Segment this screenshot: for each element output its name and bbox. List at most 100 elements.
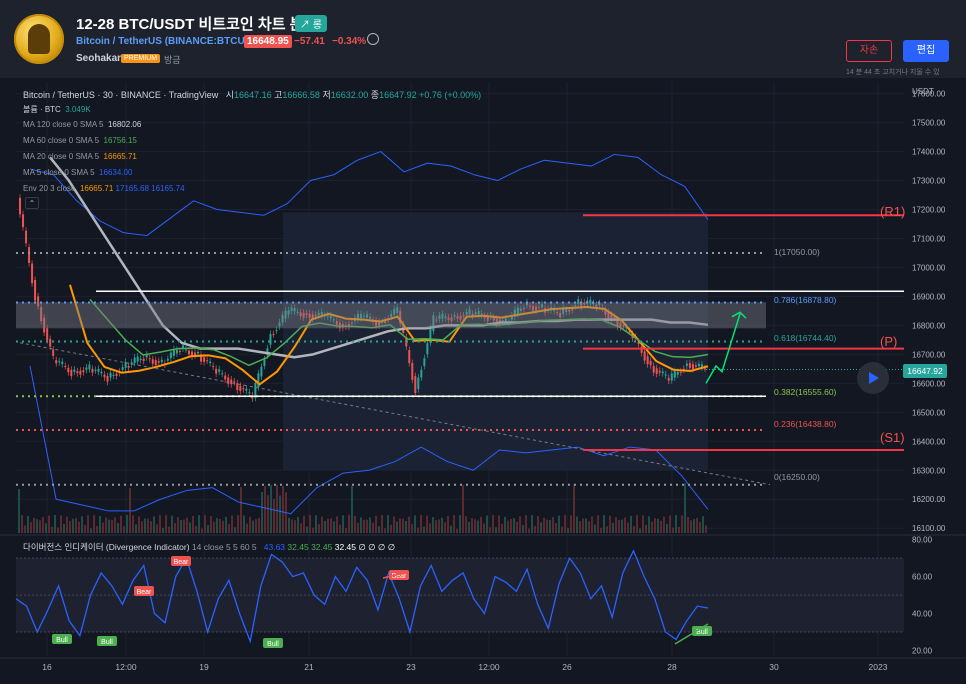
osc-tick-label: 60.00 <box>912 573 933 582</box>
candle-body <box>356 313 359 320</box>
candle-body <box>667 378 670 381</box>
candle-body <box>426 343 429 355</box>
volume-bar <box>324 520 326 533</box>
candle-body <box>251 395 254 399</box>
candle-body <box>314 314 317 317</box>
candle-body <box>124 361 127 368</box>
volume-bar <box>243 515 245 533</box>
candle-body <box>411 363 414 380</box>
volume-bar <box>105 517 107 533</box>
volume-bar <box>315 515 317 533</box>
candle-body <box>480 313 483 316</box>
volume-bar <box>543 517 545 533</box>
volume-bar <box>309 515 311 533</box>
candle-body <box>613 317 616 319</box>
candle-body <box>444 316 447 319</box>
volume-bar <box>291 519 293 533</box>
candle-body <box>293 307 296 312</box>
volume-bar <box>567 527 569 533</box>
candle-body <box>76 371 79 374</box>
volume-bar <box>525 515 527 533</box>
volume-bar <box>564 515 566 533</box>
idea-header: 12-28 BTC/USDT 비트코인 차트 분석 ↗ 롱 Bitcoin / … <box>0 0 966 78</box>
candle-body <box>574 305 577 307</box>
candle-body <box>538 307 541 309</box>
candle-body <box>661 371 664 374</box>
volume-bar <box>684 483 686 533</box>
candle-body <box>91 368 94 373</box>
collapse-legend-button[interactable]: ⌃ <box>25 197 39 209</box>
candle-body <box>233 381 236 383</box>
volume-bar <box>390 524 392 533</box>
alarm-clock-icon[interactable] <box>367 33 379 45</box>
volume-bar <box>177 517 179 533</box>
osc-tick-label: 20.00 <box>912 646 933 655</box>
candle-body <box>287 310 290 315</box>
bear-marker-box <box>134 586 154 596</box>
volume-bar <box>57 527 59 533</box>
volume-bar <box>333 521 335 533</box>
candle-body <box>257 373 260 388</box>
volume-bar <box>69 520 71 533</box>
volume-bar <box>276 485 278 533</box>
candle-body <box>359 313 362 319</box>
candle-body <box>127 365 130 368</box>
boost-button[interactable]: 자손 <box>846 40 892 62</box>
candle-body <box>646 356 649 365</box>
symbol-legend: Bitcoin / TetherUS · 30 · BINANCE · Trad… <box>23 90 219 100</box>
candle-body <box>335 321 338 325</box>
candle-body <box>169 352 172 359</box>
volume-bar <box>330 518 332 533</box>
volume-bar <box>225 516 227 533</box>
volume-bar <box>120 515 122 533</box>
candle-body <box>363 315 365 317</box>
volume-bar <box>648 516 650 533</box>
volume-bar <box>645 524 647 533</box>
volume-bar <box>585 518 587 533</box>
volume-bar <box>681 515 683 533</box>
edit-button[interactable]: 편집 <box>903 40 949 62</box>
volume-bar <box>456 528 458 533</box>
bull-marker: Bull <box>52 634 72 644</box>
candle-body <box>115 373 118 376</box>
volume-bar <box>147 518 149 533</box>
candle-body <box>320 311 323 316</box>
volume-bar <box>669 515 671 533</box>
price-tick-label: 17500.00 <box>912 119 946 128</box>
fib-label-0: 0(16250.00) <box>774 472 820 482</box>
candle-body <box>577 299 580 305</box>
change-value: +0.76 (+0.00%) <box>419 90 482 100</box>
candle-body <box>34 279 37 301</box>
volume-bar <box>549 520 551 533</box>
candle-body <box>420 369 423 378</box>
volume-bar <box>240 487 242 533</box>
volume-bar <box>111 519 113 533</box>
volume-bar <box>360 517 362 533</box>
candle-body <box>447 317 450 321</box>
candle-body <box>384 320 387 323</box>
symbol-link[interactable]: Bitcoin / TetherUS (BINANCE:BTCUSDT) <box>76 36 269 47</box>
candle-body <box>109 372 112 378</box>
time-tick-label: 21 <box>304 662 314 672</box>
high-label: 고 <box>274 90 283 100</box>
volume-bar <box>366 519 368 533</box>
candle-body <box>610 314 613 320</box>
volume-bar <box>231 515 233 533</box>
author-avatar[interactable] <box>14 14 64 64</box>
bull-marker-box <box>97 636 117 646</box>
candle-body <box>175 349 178 354</box>
r1-label: (R1) <box>880 204 906 219</box>
candle-body <box>46 328 49 341</box>
volume-bar <box>597 515 599 533</box>
candle-body <box>263 359 266 366</box>
volume-value: 3.049K <box>65 105 91 114</box>
volume-bar <box>138 516 140 533</box>
volume-bar <box>327 518 329 533</box>
volume-bar <box>186 517 188 533</box>
volume-bar <box>654 518 656 533</box>
volume-bar <box>480 516 482 533</box>
volume-bar <box>54 515 56 533</box>
trend-line <box>19 342 771 486</box>
play-button[interactable] <box>857 362 889 394</box>
author-name[interactable]: Seohakant <box>76 53 127 64</box>
